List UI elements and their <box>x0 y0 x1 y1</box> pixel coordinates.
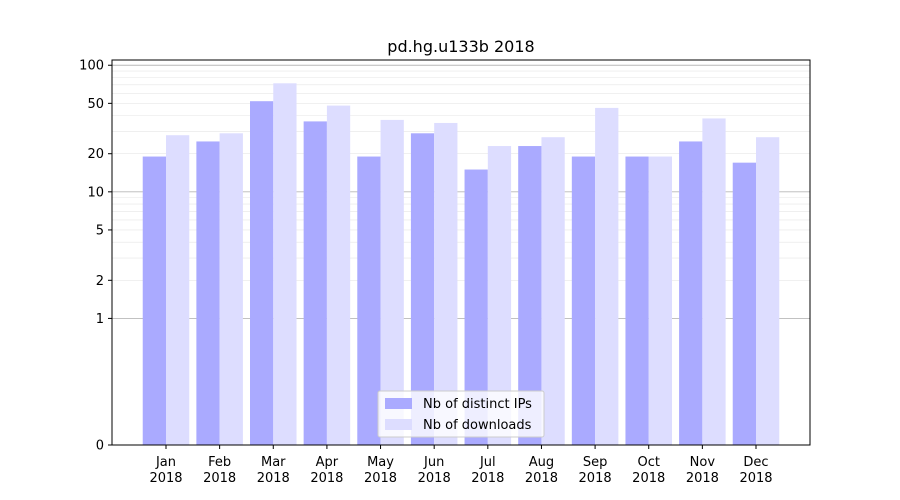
y-tick-label: 50 <box>87 97 104 112</box>
bar-ips-0 <box>142 156 166 446</box>
x-tick-label: 2018 <box>471 471 504 486</box>
y-tick-label: 2 <box>96 274 104 289</box>
bar-ips-2 <box>250 101 274 446</box>
bar-ips-7 <box>518 146 542 445</box>
x-tick-label: Jul <box>479 455 496 470</box>
bar-ips-4 <box>357 156 381 446</box>
chart-title: pd.hg.u133b 2018 <box>387 37 534 56</box>
bar-downloads-11 <box>756 137 780 446</box>
bar-downloads-10 <box>702 118 726 445</box>
x-tick-label: Aug <box>529 455 554 470</box>
y-tick-label: 10 <box>87 185 104 200</box>
bar-downloads-9 <box>648 156 672 446</box>
x-tick-label: Mar <box>261 455 286 470</box>
bar-ips-11 <box>732 162 756 445</box>
legend-box <box>377 390 545 438</box>
bar-ips-6 <box>464 169 488 445</box>
bar-downloads-3 <box>326 105 351 446</box>
bar-downloads-1 <box>219 133 243 445</box>
x-tick-label: Apr <box>316 455 339 470</box>
legend-swatch-ips <box>385 398 412 409</box>
bar-downloads-0 <box>166 135 190 445</box>
bars <box>142 83 780 446</box>
x-tick-label: 2018 <box>203 471 236 486</box>
legend-swatch-downloads <box>385 419 412 430</box>
x-tick-label: Oct <box>637 455 659 470</box>
x-tick-label: 2018 <box>418 471 451 486</box>
y-tick-label: 20 <box>87 147 104 162</box>
bar-downloads-8 <box>595 107 619 446</box>
x-tick-label: Nov <box>690 455 716 470</box>
x-tick-label: Sep <box>583 455 608 470</box>
x-tick-label: 2018 <box>149 471 182 486</box>
y-tick-label: 0 <box>96 439 104 454</box>
bar-ips-9 <box>625 156 649 446</box>
x-tick-label: 2018 <box>739 471 772 486</box>
legend: Nb of distinct IPs Nb of downloads <box>377 390 545 438</box>
bar-downloads-7 <box>541 137 565 446</box>
bar-downloads-6 <box>487 146 512 445</box>
x-tick-label: 2018 <box>525 471 558 486</box>
legend-label-ips: Nb of distinct IPs <box>423 397 532 412</box>
x-tick-label: 2018 <box>686 471 719 486</box>
plot-frame <box>111 59 811 446</box>
x-tick-label: Jan <box>155 455 176 470</box>
bar-downloads-5 <box>434 122 458 445</box>
axes: 0125102050100Jan2018Feb2018Mar2018Apr201… <box>79 59 811 486</box>
x-tick-label: Feb <box>208 455 231 470</box>
x-tick-label: Dec <box>743 455 768 470</box>
x-tick-label: May <box>367 455 394 470</box>
x-tick-label: 2018 <box>364 471 397 486</box>
x-tick-label: 2018 <box>579 471 612 486</box>
y-tick-label: 100 <box>79 59 104 74</box>
bar-downloads-2 <box>273 83 297 445</box>
x-tick-label: Jun <box>423 455 444 470</box>
x-tick-label: 2018 <box>257 471 290 486</box>
y-tick-label: 1 <box>96 312 104 327</box>
bar-ips-1 <box>196 141 220 445</box>
x-tick-label: 2018 <box>310 471 343 486</box>
y-tick-label: 5 <box>96 223 104 238</box>
bar-ips-5 <box>410 133 435 445</box>
bar-downloads-4 <box>380 119 404 445</box>
x-tick-label: 2018 <box>632 471 665 486</box>
bar-ips-3 <box>303 121 327 445</box>
bar-ips-10 <box>679 141 703 445</box>
legend-label-downloads: Nb of downloads <box>423 418 532 433</box>
bar-ips-8 <box>571 156 596 446</box>
